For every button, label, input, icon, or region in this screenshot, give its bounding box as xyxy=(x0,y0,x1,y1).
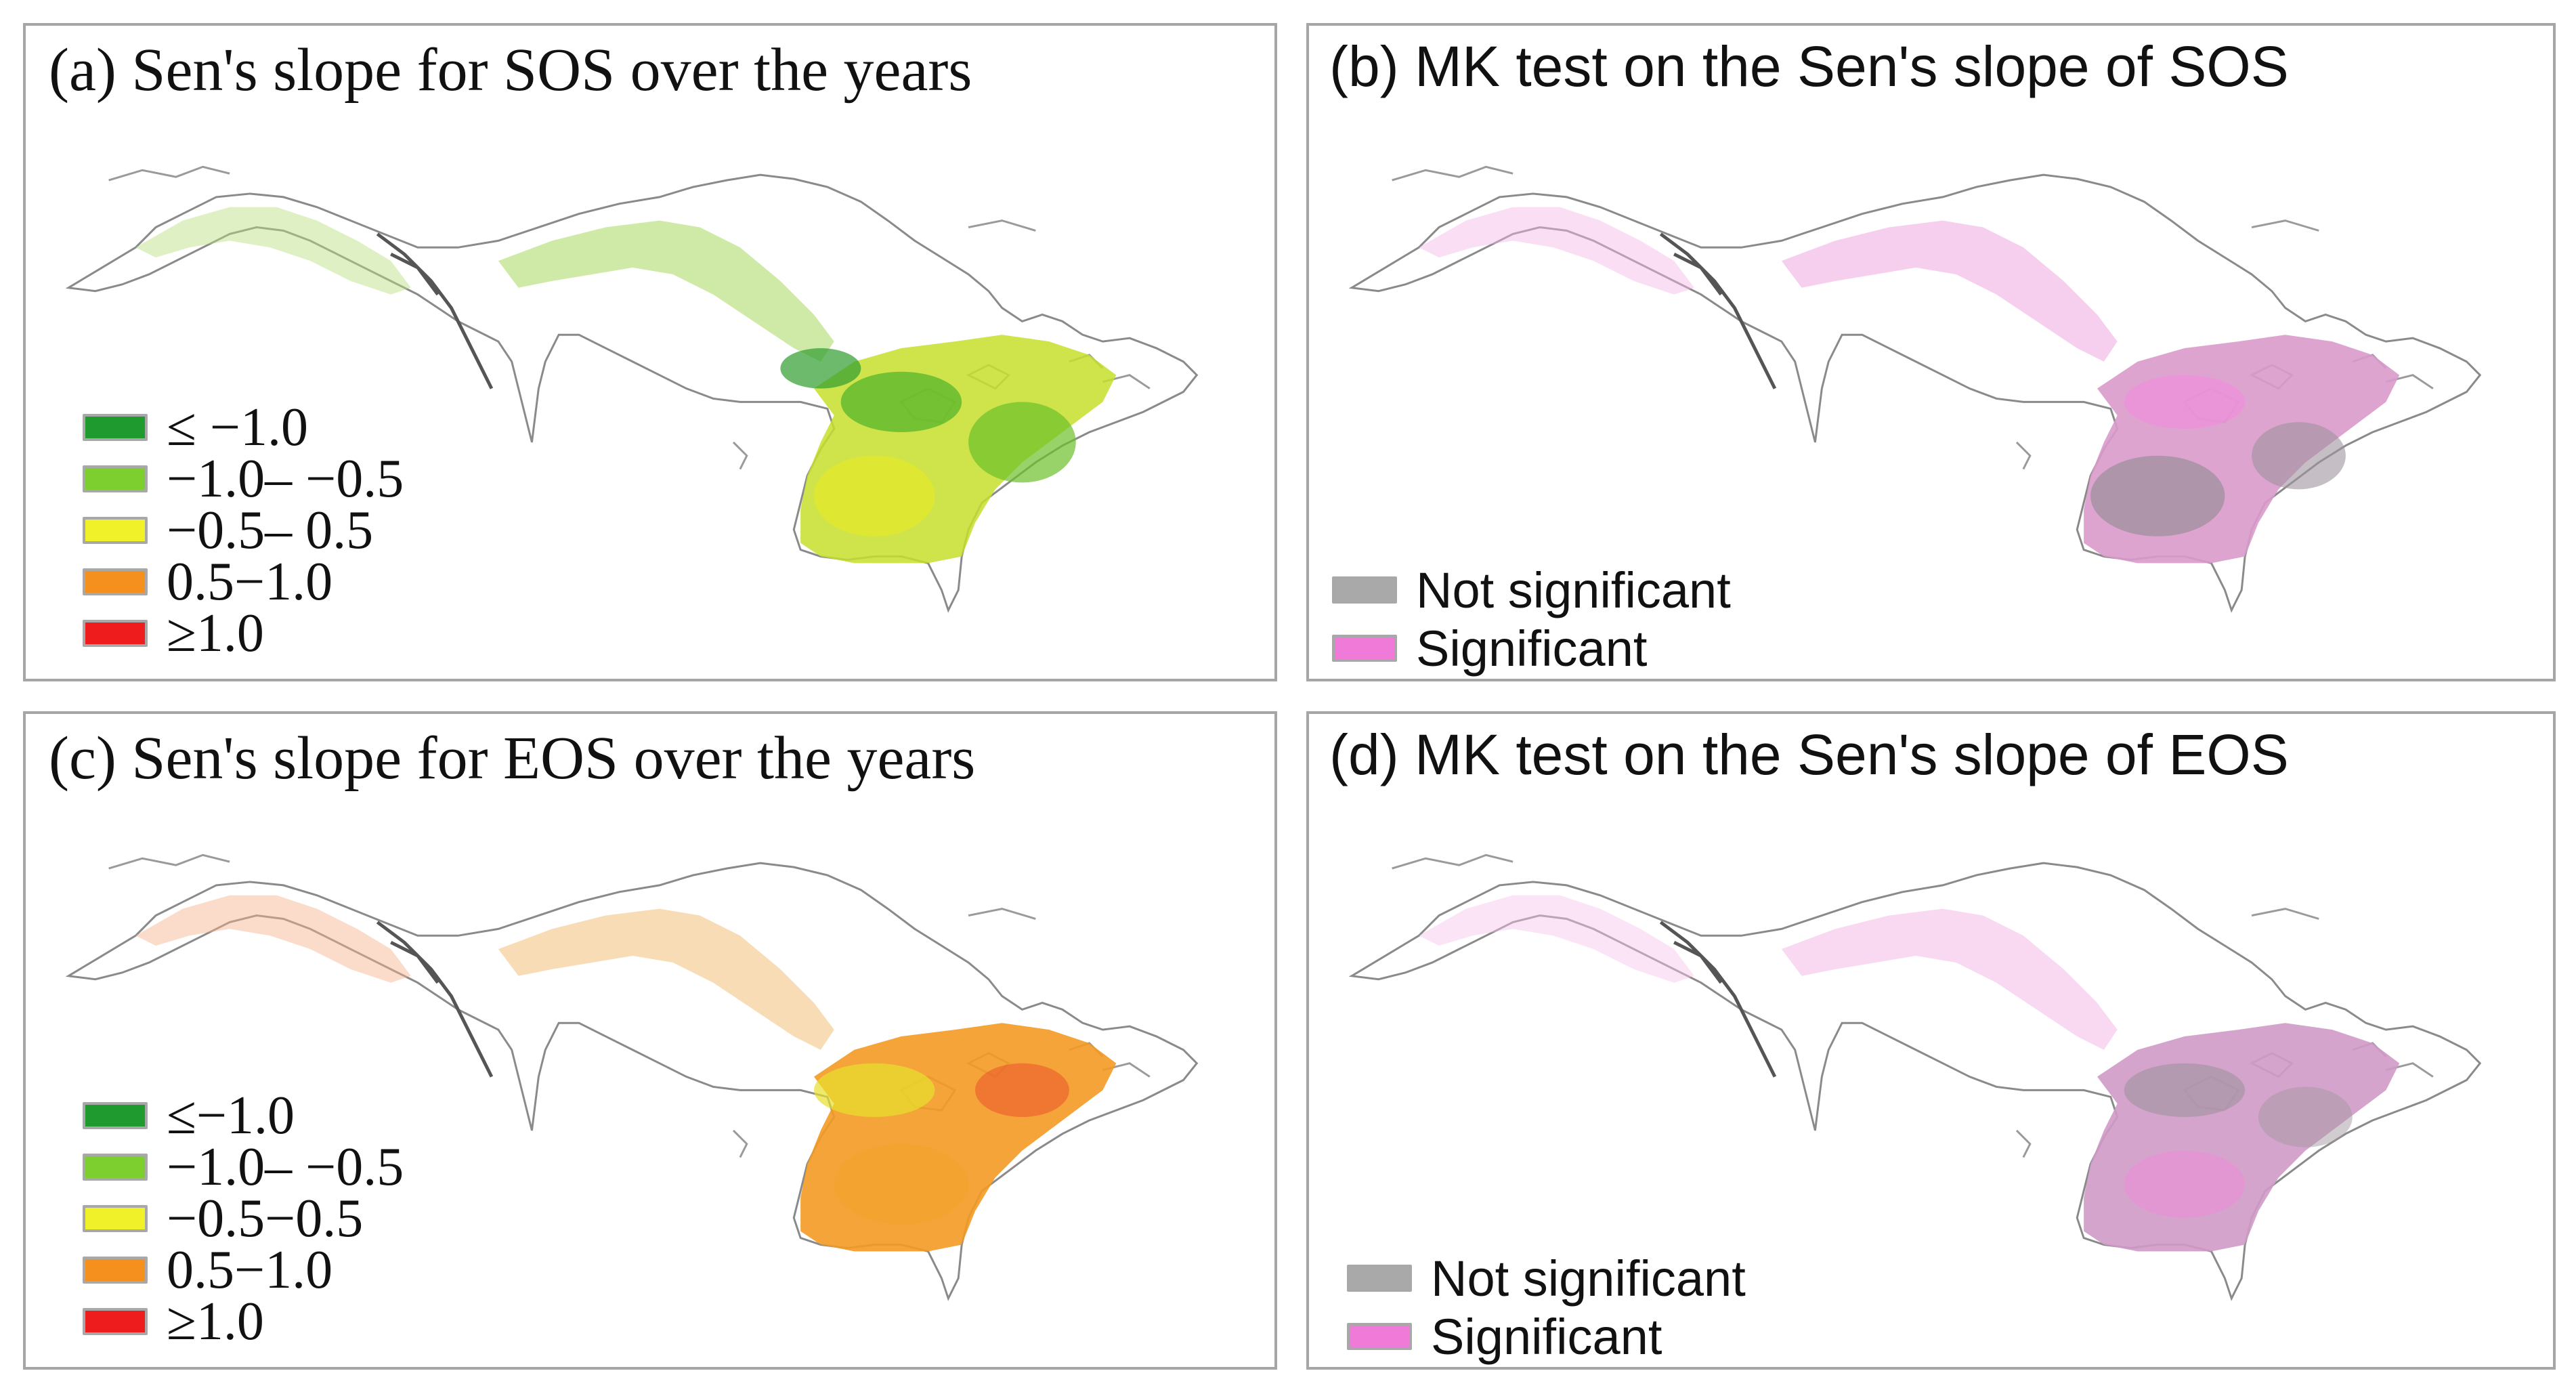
legend-label: ≤−1.0 xyxy=(167,1085,295,1145)
legend-row: Significant xyxy=(1332,619,1731,677)
panel-c-eos-slope: (c) Sen's slope for EOS over the years ≤… xyxy=(23,711,1277,1370)
legend-b: Not significant Significant xyxy=(1332,561,1731,677)
legend-row: −0.5−0.5 xyxy=(83,1189,404,1248)
legend-label: ≤ −1.0 xyxy=(167,397,309,457)
swatch-not-significant xyxy=(1332,576,1397,604)
panel-b-sos-mk-test: (b) MK test on the Sen's slope of SOS No… xyxy=(1306,23,2556,681)
legend-label: −0.5−0.5 xyxy=(167,1188,364,1248)
legend-d: Not significant Significant xyxy=(1347,1249,1746,1366)
map-sos-mk-test xyxy=(1350,165,2481,612)
legend-row: ≥1.0 xyxy=(83,1292,404,1351)
swatch-05-1 xyxy=(83,1257,148,1284)
swatch-ge-1 xyxy=(83,620,148,647)
legend-a: ≤ −1.0 −1.0– −0.5 −0.5– 0.5 0.5−1.0 ≥1.0 xyxy=(83,398,404,663)
legend-label: −1.0– −0.5 xyxy=(167,448,404,509)
map-eos-slope xyxy=(67,853,1198,1300)
legend-row: Significant xyxy=(1347,1307,1746,1366)
panel-a-sos-slope: (a) Sen's slope for SOS over the years ≤… xyxy=(23,23,1277,681)
legend-label: −0.5– 0.5 xyxy=(167,500,374,560)
swatch-ge-1 xyxy=(83,1308,148,1335)
legend-label: −1.0– −0.5 xyxy=(167,1137,404,1197)
legend-label: 0.5−1.0 xyxy=(167,551,333,612)
legend-c: ≤−1.0 −1.0– −0.5 −0.5−0.5 0.5−1.0 ≥1.0 xyxy=(83,1086,404,1351)
swatch-neg1-neg05 xyxy=(83,465,148,492)
legend-label: ≥1.0 xyxy=(167,603,264,663)
swatch-significant xyxy=(1347,1323,1412,1350)
swatch-neg05-05 xyxy=(83,1205,148,1232)
panel-b-title: (b) MK test on the Sen's slope of SOS xyxy=(1329,35,2289,98)
legend-label: Significant xyxy=(1416,620,1648,677)
swatch-le-neg1 xyxy=(83,414,148,441)
legend-row: 0.5−1.0 xyxy=(83,1240,404,1300)
legend-label: ≥1.0 xyxy=(167,1291,264,1351)
swatch-le-neg1 xyxy=(83,1102,148,1129)
legend-row: Not significant xyxy=(1332,561,1731,619)
legend-row: −0.5– 0.5 xyxy=(83,501,404,560)
map-sos-slope xyxy=(67,165,1198,612)
swatch-neg1-neg05 xyxy=(83,1154,148,1181)
legend-row: Not significant xyxy=(1347,1249,1746,1307)
swatch-significant xyxy=(1332,635,1397,662)
map-eos-mk-test xyxy=(1350,853,2481,1300)
legend-row: 0.5−1.0 xyxy=(83,552,404,612)
legend-row: ≥1.0 xyxy=(83,604,404,663)
panel-d-eos-mk-test: (d) MK test on the Sen's slope of EOS No… xyxy=(1306,711,2556,1370)
legend-row: −1.0– −0.5 xyxy=(83,449,404,509)
panel-d-title: (d) MK test on the Sen's slope of EOS xyxy=(1329,723,2289,786)
legend-label: 0.5−1.0 xyxy=(167,1240,333,1300)
legend-row: ≤−1.0 xyxy=(83,1086,404,1145)
legend-row: −1.0– −0.5 xyxy=(83,1137,404,1197)
panel-a-title: (a) Sen's slope for SOS over the years xyxy=(49,37,972,104)
swatch-not-significant xyxy=(1347,1265,1412,1292)
legend-label: Not significant xyxy=(1416,562,1731,618)
swatch-neg05-05 xyxy=(83,517,148,544)
legend-label: Significant xyxy=(1431,1308,1662,1365)
swatch-05-1 xyxy=(83,568,148,595)
panel-c-title: (c) Sen's slope for EOS over the years xyxy=(49,725,976,792)
legend-row: ≤ −1.0 xyxy=(83,398,404,457)
legend-label: Not significant xyxy=(1431,1250,1746,1307)
